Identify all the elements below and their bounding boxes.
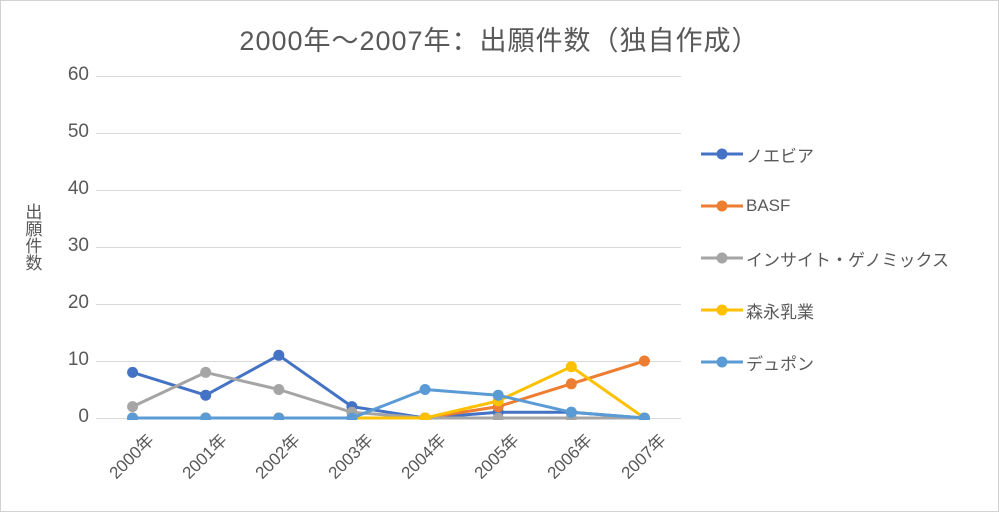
legend-item: デュポン	[701, 352, 949, 374]
x-tick-label: 2003年	[324, 430, 377, 483]
x-tick-label: 2001年	[178, 430, 231, 483]
data-point-marker	[273, 412, 285, 424]
legend-item: ノエビア	[701, 144, 949, 166]
y-tick-label: 20	[67, 292, 89, 313]
x-tick-label: 2000年	[105, 430, 158, 483]
x-tick-label: 2006年	[544, 430, 597, 483]
data-point-marker	[419, 384, 431, 395]
data-point-marker	[127, 401, 139, 413]
y-axis-title: 出願件数	[22, 203, 42, 271]
data-point-marker	[419, 412, 431, 424]
legend-marker-icon	[701, 304, 743, 316]
x-tick-label: 2007年	[617, 430, 670, 483]
y-tick-label: 40	[67, 178, 89, 199]
legend-label: デュポン	[746, 354, 814, 374]
data-point-marker	[127, 366, 139, 378]
legend-label: ノエビア	[746, 146, 814, 166]
chart-title: 2000年～2007年：出願件数（独自作成）	[239, 26, 760, 56]
plot-area	[96, 76, 681, 424]
legend-marker-icon	[701, 200, 743, 212]
legend-item: 森永乳業	[701, 300, 949, 322]
data-point-marker	[200, 366, 212, 378]
x-tick-label: 2004年	[397, 430, 451, 483]
data-point-marker	[127, 412, 139, 424]
data-point-marker	[638, 355, 650, 367]
data-point-marker	[273, 349, 285, 361]
x-tick-label: 2005年	[470, 430, 524, 483]
y-tick-label: 10	[67, 349, 89, 370]
data-point-marker	[565, 361, 577, 373]
y-tick-label: 60	[67, 64, 89, 85]
series-line	[131, 353, 646, 420]
data-point-marker	[565, 406, 577, 418]
series-line	[131, 370, 646, 420]
data-point-marker	[565, 378, 577, 390]
legend-label: インサイト・ゲノミックス	[746, 250, 949, 270]
y-tick-label: 30	[67, 235, 89, 256]
legend-label: 森永乳業	[746, 302, 814, 322]
data-point-marker	[273, 384, 285, 395]
legend-item: BASF	[701, 196, 949, 216]
y-tick-label: 0	[78, 406, 89, 427]
series-line	[131, 388, 646, 420]
data-point-marker	[492, 389, 504, 401]
legend-marker-icon	[701, 148, 743, 160]
legend-label: BASF	[746, 196, 791, 215]
x-tick-label: 2002年	[251, 430, 304, 483]
x-axis-tick-labels: 2000年 2001年 2002年 2003年 2004年 2005年 2006年 2007年	[96, 427, 681, 511]
legend: ノエビア BASF インサイト・ゲノミックス 森永乳業デュポン	[701, 144, 949, 374]
y-tick-label: 50	[67, 121, 89, 142]
data-point-marker	[200, 412, 212, 424]
legend-marker-icon	[701, 356, 743, 368]
legend-item: インサイト・ゲノミックス	[701, 248, 949, 270]
legend-marker-icon	[701, 252, 743, 264]
data-point-marker	[200, 389, 212, 401]
plot-canvas	[96, 76, 681, 424]
